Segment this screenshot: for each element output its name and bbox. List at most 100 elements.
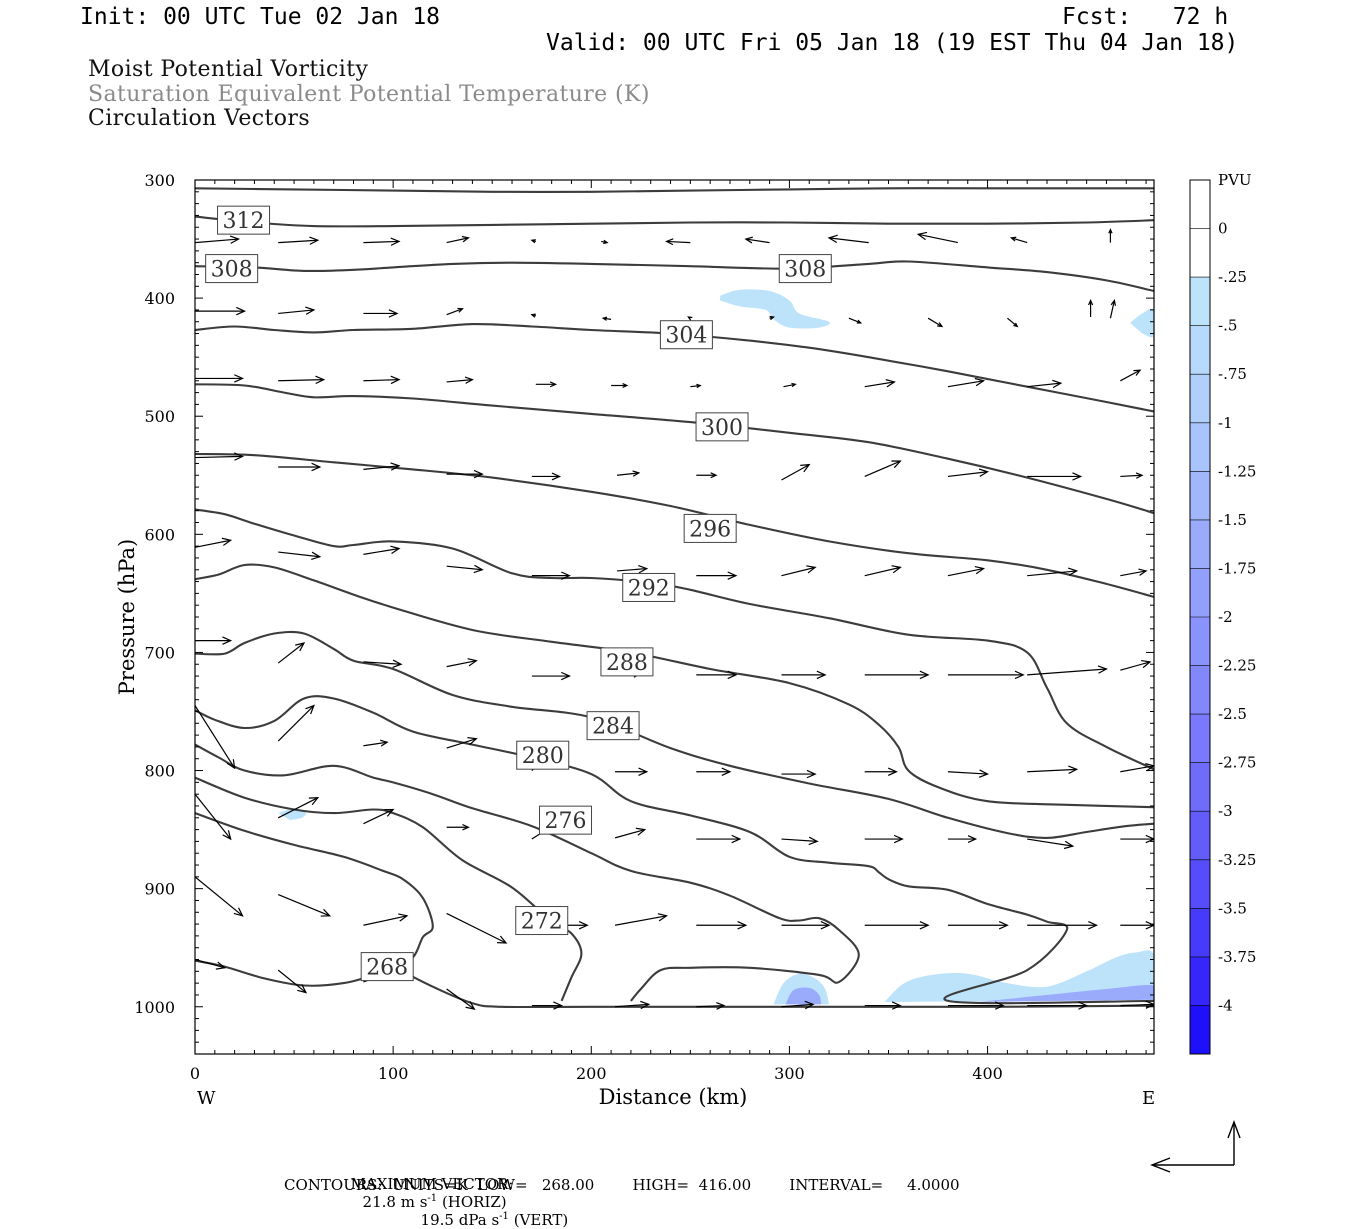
vector-shaft xyxy=(1120,1003,1154,1007)
vector-arrow xyxy=(195,537,233,548)
vector-arrow xyxy=(1027,472,1083,481)
vector-arrow xyxy=(616,470,641,477)
vector-arrow xyxy=(446,469,484,479)
vector-head xyxy=(222,830,232,841)
vector-head xyxy=(234,452,245,461)
contour-label-box xyxy=(586,711,640,741)
vector-shaft xyxy=(614,915,667,926)
vector-shaft xyxy=(277,893,330,917)
y-tick-label: 400 xyxy=(144,289,175,308)
vector-arrow xyxy=(864,767,898,776)
vector-arrow xyxy=(696,767,732,776)
vector-shaft xyxy=(1120,765,1154,773)
contour-label-box xyxy=(622,572,676,602)
vector-arrow xyxy=(827,234,869,244)
init-time: Init: 00 UTC Tue 02 Jan 18 xyxy=(80,4,441,30)
vector-arrow xyxy=(614,913,669,926)
vector-arrow xyxy=(781,670,827,680)
vector-shaft xyxy=(848,317,861,324)
vector-arrow xyxy=(1088,298,1094,318)
contour-label-300: 300 xyxy=(695,412,749,442)
colorbar-swatch xyxy=(1190,422,1210,472)
vector-shaft xyxy=(828,237,869,244)
vector-head xyxy=(234,374,245,383)
colorbar-title: PVU xyxy=(1218,171,1252,189)
vector-arrow xyxy=(195,452,245,461)
vector-arrow xyxy=(616,565,649,574)
vector-head xyxy=(885,379,896,388)
vector-arrow xyxy=(531,472,562,481)
vector-shaft xyxy=(745,238,770,244)
vector-shaft xyxy=(616,567,647,572)
vector-head xyxy=(893,834,904,844)
colorbar-label: -.25 xyxy=(1218,268,1247,286)
colorbar-swatch xyxy=(1190,956,1210,1006)
vector-head xyxy=(384,808,395,817)
vector-head xyxy=(221,537,233,546)
vector-head xyxy=(1145,763,1154,772)
vector-arrow xyxy=(1120,659,1152,671)
contour-label-box xyxy=(659,320,713,350)
vector-head xyxy=(974,565,986,575)
contour-272 xyxy=(195,776,583,1002)
vector-arrow xyxy=(195,636,233,645)
vector-shaft xyxy=(363,379,400,382)
vector-shaft xyxy=(616,472,639,476)
vector-arrow xyxy=(531,671,571,681)
contour-label-276: 276 xyxy=(539,805,593,835)
contour-label-272: 272 xyxy=(515,906,569,936)
vector-head xyxy=(1141,659,1152,669)
contour-label-box xyxy=(515,906,569,936)
vector-arrow xyxy=(864,379,896,388)
contour-label-268: 268 xyxy=(360,952,414,982)
colorbar-swatch xyxy=(1190,665,1210,715)
vector-head xyxy=(820,921,831,930)
vector-shaft xyxy=(781,1003,814,1008)
vector-head xyxy=(696,383,702,389)
vector-arrow xyxy=(446,737,478,749)
vector-arrow xyxy=(277,797,320,819)
contour-label-text: 272 xyxy=(521,910,563,935)
vector-arrow xyxy=(530,239,536,244)
vector-arrow xyxy=(363,659,403,668)
vector-head xyxy=(1009,236,1017,242)
west-endpoint: W xyxy=(197,1088,216,1109)
pv-colorbar: PVU 0 -.25 -.5 -.75 -1 -1.25 -1.5 -1.75 -2 -2.25 -2… xyxy=(1189,171,1256,1055)
vector-head xyxy=(1078,1001,1089,1010)
vector-head xyxy=(1145,921,1154,930)
vector-head xyxy=(388,309,399,318)
contour-308 xyxy=(195,260,1154,293)
vector-head xyxy=(1088,921,1099,930)
vector-arrow xyxy=(696,571,738,580)
contour-label-text: 312 xyxy=(223,209,265,234)
y-tick-label: 700 xyxy=(144,643,175,662)
vector-shaft xyxy=(446,308,463,316)
vector-shaft xyxy=(864,460,901,478)
vector-arrow xyxy=(277,642,306,664)
vector-shaft xyxy=(864,566,901,577)
vector-head xyxy=(827,234,838,244)
vector-head xyxy=(1097,665,1108,674)
vector-shaft xyxy=(195,238,239,244)
vector-head xyxy=(311,462,322,472)
vector-head xyxy=(744,236,753,244)
vector-arrow xyxy=(781,463,811,481)
vector-head xyxy=(551,472,562,481)
vector-shaft xyxy=(615,1003,649,1008)
vector-head xyxy=(635,827,647,836)
vector-shaft xyxy=(277,705,315,742)
vector-shaft xyxy=(1109,300,1115,319)
x-tick-label: 400 xyxy=(972,1064,1003,1083)
vector-head xyxy=(716,1001,726,1010)
vector-arrow xyxy=(864,670,930,680)
colorbar-swatch xyxy=(1190,228,1210,278)
contour-label-text: 284 xyxy=(592,715,634,740)
vector-arrow xyxy=(1120,834,1154,844)
y-axis-label: Pressure (hPa) xyxy=(115,539,139,695)
contour-304 xyxy=(195,322,1154,413)
vector-shaft xyxy=(666,240,691,244)
contour-284 xyxy=(195,630,1154,839)
colorbar-label: -2 xyxy=(1218,608,1233,626)
vector-head xyxy=(603,239,609,245)
vector-shaft xyxy=(195,455,243,459)
